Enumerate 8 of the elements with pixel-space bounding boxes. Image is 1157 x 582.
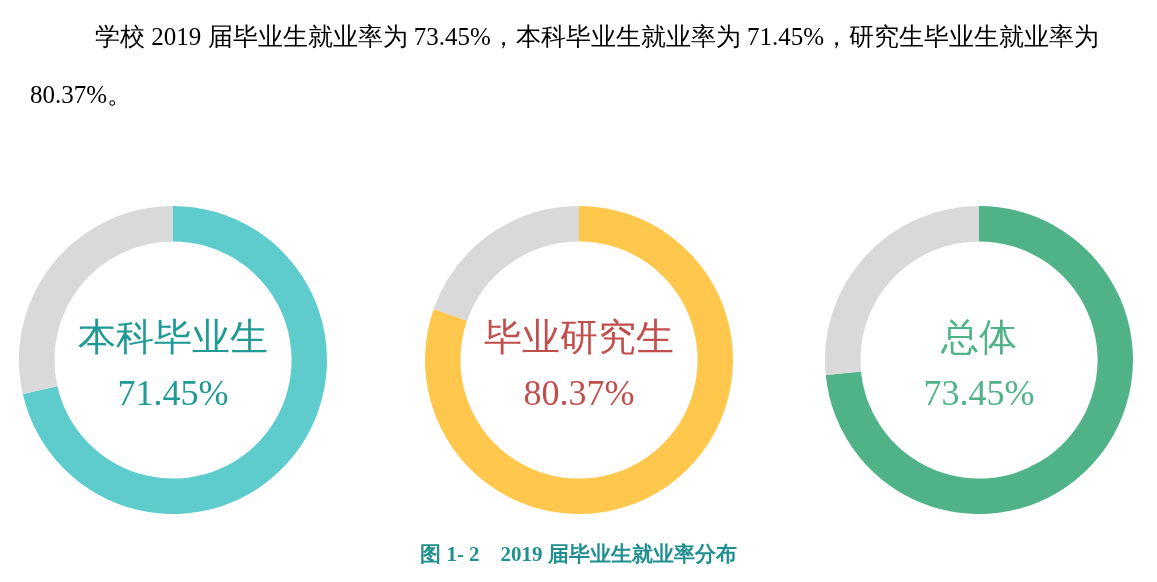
text: 毕业研究生 bbox=[484, 314, 674, 359]
data-label: 71.45% bbox=[117, 373, 229, 414]
text: 总体 bbox=[940, 314, 1017, 359]
caption: 图 1- 2 2019 届毕业生就业率分布 bbox=[419, 541, 738, 568]
data-label: 73.45% bbox=[923, 373, 1035, 414]
text: 本科毕业生 bbox=[78, 314, 268, 359]
text: 学校 2019 届毕业生就业率为 73.45%，本科毕业生就业率为 71.45%，研究生毕业生就业率为 80.37%。 bbox=[30, 23, 1100, 108]
data-label: 80.37% bbox=[523, 373, 635, 414]
